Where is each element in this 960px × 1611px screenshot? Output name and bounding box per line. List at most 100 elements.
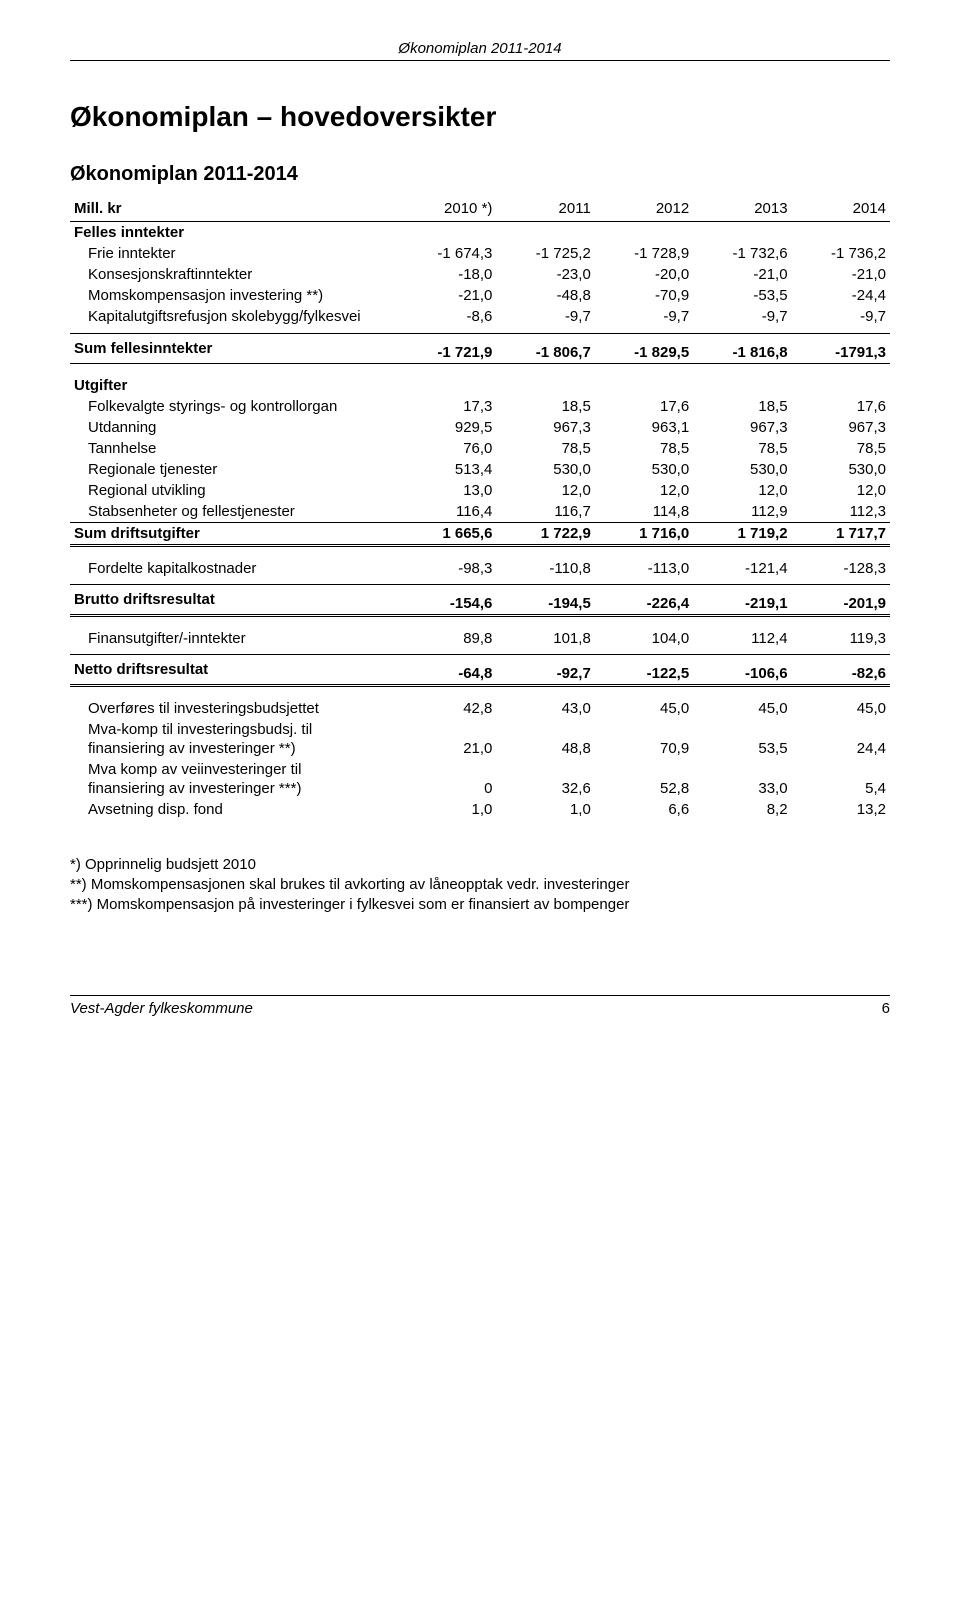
cell: -121,4: [693, 558, 791, 579]
cell: 530,0: [595, 459, 693, 480]
row-tannhelse: Tannhelse 76,0 78,5 78,5 78,5 78,5: [70, 438, 890, 459]
row-mva-vei-line1: Mva komp av veiinvesteringer til: [70, 759, 890, 778]
cell: -98,3: [398, 558, 496, 579]
sub-title: Økonomiplan 2011-2014: [70, 163, 890, 186]
cell: 12,0: [595, 480, 693, 501]
cell: 78,5: [693, 438, 791, 459]
row-fordelte-kapitalkostnader: Fordelte kapitalkostnader -98,3 -110,8 -…: [70, 558, 890, 579]
row-mva-inv: finansiering av investeringer **) 21,0 4…: [70, 738, 890, 759]
label: Regionale tjenester: [70, 459, 398, 480]
cell: -53,5: [693, 285, 791, 306]
label: Mva-komp til investeringsbudsj. til: [70, 719, 398, 738]
row-stabsenheter: Stabsenheter og fellestjenester 116,4 11…: [70, 501, 890, 523]
cell: 78,5: [792, 438, 890, 459]
cell: 18,5: [496, 396, 594, 417]
cell: 1 717,7: [792, 523, 890, 546]
label: Kapitalutgiftsrefusjon skolebygg/fylkesv…: [70, 306, 398, 327]
cell: -21,0: [398, 285, 496, 306]
cell: -1 829,5: [595, 333, 693, 363]
cell: 13,0: [398, 480, 496, 501]
label: Sum fellesinntekter: [70, 333, 398, 363]
cell: 18,5: [693, 396, 791, 417]
cell: -1 816,8: [693, 333, 791, 363]
cell: 45,0: [693, 698, 791, 719]
row-overfores: Overføres til investeringsbudsjettet 42,…: [70, 698, 890, 719]
section-felles-inntekter: Felles inntekter: [70, 222, 890, 244]
label: Sum driftsutgifter: [70, 523, 398, 546]
cell: 104,0: [595, 628, 693, 649]
cell: 967,3: [693, 417, 791, 438]
cell: 1 722,9: [496, 523, 594, 546]
row-sum-felles: Sum fellesinntekter -1 721,9 -1 806,7 -1…: [70, 333, 890, 363]
footer-page-num: 6: [882, 1000, 890, 1017]
col-2014: 2014: [792, 198, 890, 222]
row-regional-utvikling: Regional utvikling 13,0 12,0 12,0 12,0 1…: [70, 480, 890, 501]
cell: 21,0: [398, 738, 496, 759]
label: finansiering av investeringer **): [70, 738, 398, 759]
cell: -1 721,9: [398, 333, 496, 363]
mill-kr-label: Mill. kr: [70, 198, 398, 222]
row-sum-driftsutgifter: Sum driftsutgifter 1 665,6 1 722,9 1 716…: [70, 523, 890, 546]
cell: -70,9: [595, 285, 693, 306]
cell: 929,5: [398, 417, 496, 438]
cell: 112,4: [693, 628, 791, 649]
cell: 12,0: [496, 480, 594, 501]
label: Fordelte kapitalkostnader: [70, 558, 398, 579]
cell: 116,7: [496, 501, 594, 523]
cell: 12,0: [792, 480, 890, 501]
cell: 1,0: [398, 799, 496, 820]
footnote-2: **) Momskompensasjonen skal brukes til a…: [70, 875, 890, 895]
footer-org: Vest-Agder fylkeskommune: [70, 1000, 253, 1017]
document-header: Økonomiplan 2011-2014: [70, 40, 890, 61]
cell: -1 728,9: [595, 243, 693, 264]
felles-inntekter-label: Felles inntekter: [70, 222, 398, 244]
label: Brutto driftsresultat: [70, 585, 398, 616]
col-2012: 2012: [595, 198, 693, 222]
row-utdanning: Utdanning 929,5 967,3 963,1 967,3 967,3: [70, 417, 890, 438]
cell: -23,0: [496, 264, 594, 285]
cell: 45,0: [792, 698, 890, 719]
cell: -21,0: [693, 264, 791, 285]
cell: 43,0: [496, 698, 594, 719]
label: Konsesjonskraftinntekter: [70, 264, 398, 285]
cell: 17,6: [792, 396, 890, 417]
footnote-3: ***) Momskompensasjon på investeringer i…: [70, 895, 890, 915]
cell: 42,8: [398, 698, 496, 719]
row-netto-driftsresultat: Netto driftsresultat -64,8 -92,7 -122,5 …: [70, 655, 890, 686]
cell: -1791,3: [792, 333, 890, 363]
cell: 52,8: [595, 778, 693, 799]
row-mva-inv-line1: Mva-komp til investeringsbudsj. til: [70, 719, 890, 738]
label: Regional utvikling: [70, 480, 398, 501]
cell: 513,4: [398, 459, 496, 480]
cell: -9,7: [595, 306, 693, 327]
row-frie-inntekter: Frie inntekter -1 674,3 -1 725,2 -1 728,…: [70, 243, 890, 264]
cell: 48,8: [496, 738, 594, 759]
cell: -1 806,7: [496, 333, 594, 363]
cell: 963,1: [595, 417, 693, 438]
label: Finansutgifter/-inntekter: [70, 628, 398, 649]
cell: 17,3: [398, 396, 496, 417]
cell: 112,9: [693, 501, 791, 523]
cell: 1 716,0: [595, 523, 693, 546]
row-folkevalgte: Folkevalgte styrings- og kontrollorgan 1…: [70, 396, 890, 417]
label: finansiering av investeringer ***): [70, 778, 398, 799]
cell: -128,3: [792, 558, 890, 579]
row-regionale-tjenester: Regionale tjenester 513,4 530,0 530,0 53…: [70, 459, 890, 480]
label: Avsetning disp. fond: [70, 799, 398, 820]
cell: -8,6: [398, 306, 496, 327]
cell: 45,0: [595, 698, 693, 719]
cell: 1 665,6: [398, 523, 496, 546]
page-container: Økonomiplan 2011-2014 Økonomiplan – hove…: [0, 0, 960, 1047]
label: Mva komp av veiinvesteringer til: [70, 759, 398, 778]
cell: 530,0: [496, 459, 594, 480]
cell: -154,6: [398, 585, 496, 616]
cell: 78,5: [496, 438, 594, 459]
page-footer: Vest-Agder fylkeskommune 6: [70, 995, 890, 1017]
cell: 967,3: [496, 417, 594, 438]
cell: 114,8: [595, 501, 693, 523]
cell: 101,8: [496, 628, 594, 649]
cell: -9,7: [792, 306, 890, 327]
cell: 967,3: [792, 417, 890, 438]
cell: -194,5: [496, 585, 594, 616]
cell: -21,0: [792, 264, 890, 285]
